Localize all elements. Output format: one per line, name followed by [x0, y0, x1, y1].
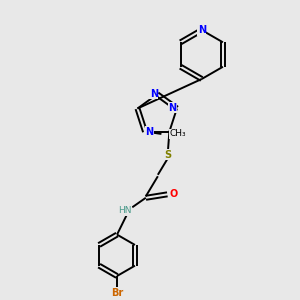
Text: Br: Br	[111, 288, 123, 298]
Text: CH₃: CH₃	[169, 130, 186, 139]
Text: N: N	[169, 103, 177, 113]
Text: N: N	[145, 127, 153, 137]
Text: N: N	[198, 25, 206, 35]
Text: HN: HN	[118, 206, 131, 215]
Text: N: N	[150, 88, 158, 99]
Text: S: S	[164, 150, 172, 160]
Text: O: O	[169, 189, 178, 199]
